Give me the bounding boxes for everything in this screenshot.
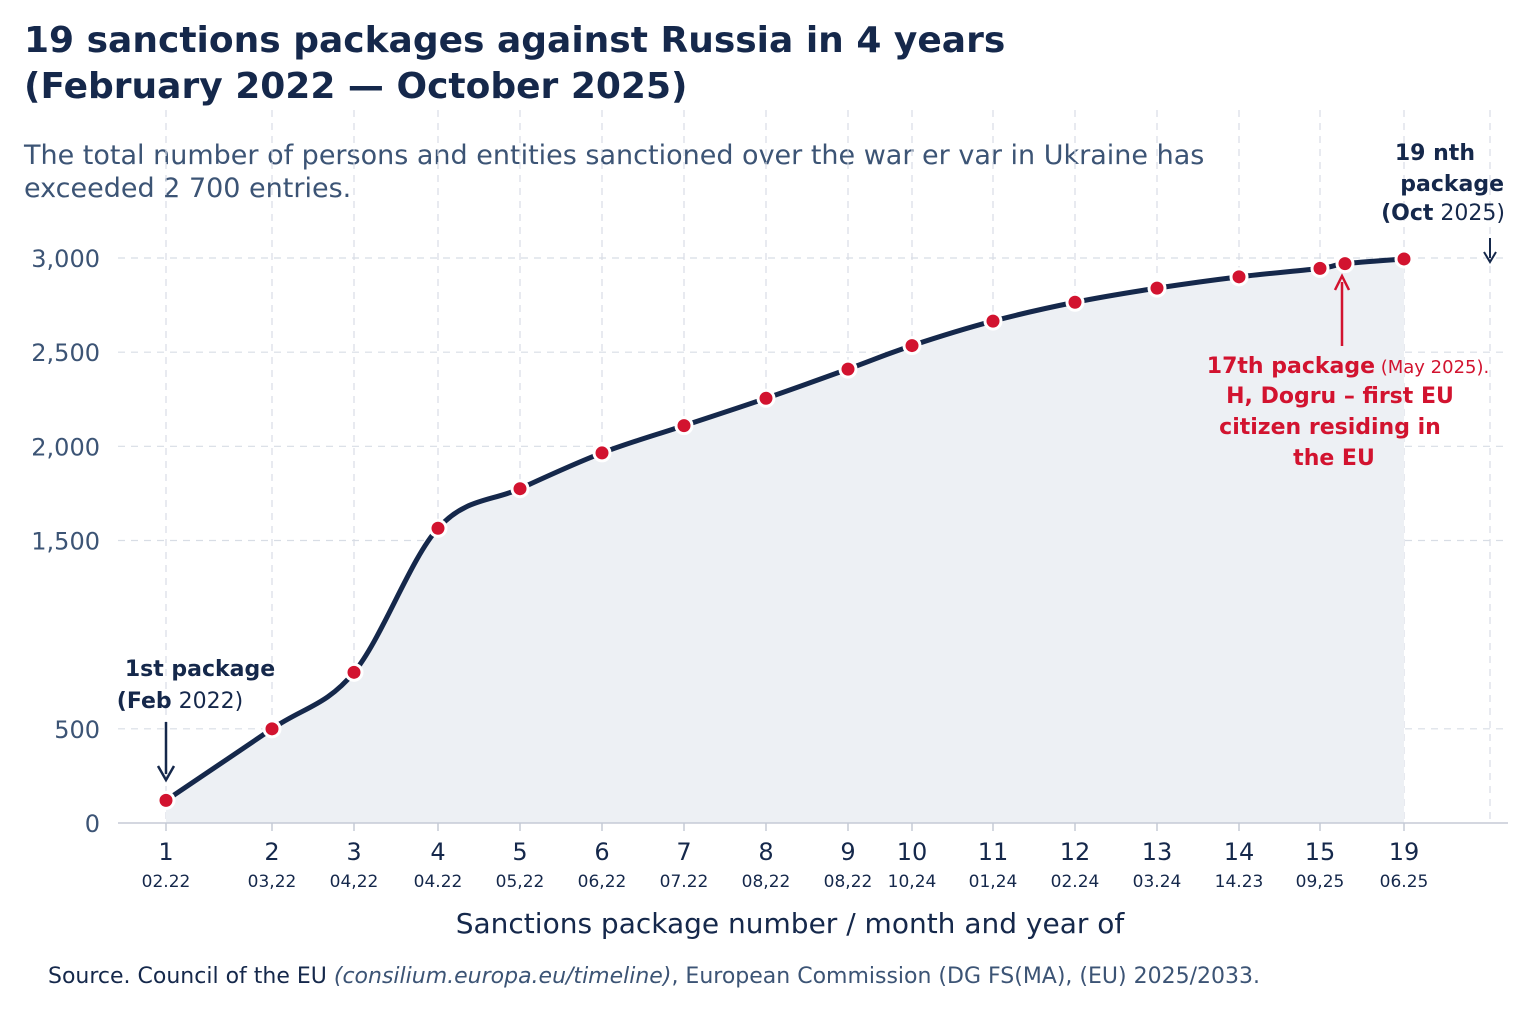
annotation-last-line2: package <box>1400 172 1504 197</box>
annotation-first-line1: 1st package <box>125 657 275 682</box>
annotation-first-package: 1st package (Feb 2022) <box>117 657 275 783</box>
area-fill <box>166 258 1404 824</box>
x-tick-label: 4 <box>430 838 445 866</box>
x-tick-label: 14 <box>1224 838 1255 866</box>
data-point <box>428 518 448 538</box>
data-point <box>674 416 694 436</box>
y-tick-label: 500 <box>54 716 100 744</box>
x-tick-date-label: 04,22 <box>330 872 379 892</box>
data-point <box>1229 267 1249 287</box>
y-tick-label: 0 <box>85 810 100 838</box>
x-tick-label: 6 <box>594 838 609 866</box>
source-note: Source. Council of the EU (consilium.eur… <box>48 964 1260 989</box>
y-tick-label: 1,500 <box>31 528 100 556</box>
x-tick-label: 11 <box>978 838 1009 866</box>
annotation-seventeenth-package: 17th package (May 2025). H, Dogru – firs… <box>1207 273 1489 471</box>
x-tick-date-label: 07.22 <box>660 872 709 892</box>
chart-subtitle-line-2: exceeded 2 700 entries. <box>24 173 351 204</box>
x-tick-date-label: 02.24 <box>1051 872 1100 892</box>
x-tick-label: 8 <box>758 838 773 866</box>
annotation-seventeenth-arrowhead <box>1333 273 1351 291</box>
x-tick-label: 10 <box>897 838 928 866</box>
y-axis-ticks: 0 500 1,500 2,000 2,500 3,000 <box>31 245 100 838</box>
data-point <box>902 336 922 356</box>
annotation-last-arrowhead <box>1483 251 1497 264</box>
x-tick-label: 2 <box>264 838 279 866</box>
data-point <box>592 443 612 463</box>
svg-text:1st package: 1st package <box>125 657 275 682</box>
source-suffix: , European Commission (DG FS(MA), (EU) 2… <box>671 964 1260 989</box>
svg-text:(Oct 2025): (Oct 2025) <box>1381 201 1505 226</box>
x-tick-label: 7 <box>676 838 691 866</box>
annotation-last-package: 19 nth package (Oct 2025) <box>1381 141 1505 264</box>
x-tick-date-label: 10,24 <box>888 872 937 892</box>
annotation-last-line1: 19 nth <box>1395 141 1475 166</box>
x-tick-date-label: 09,25 <box>1296 872 1345 892</box>
annotation-last-line3-regular: 2025) <box>1433 201 1505 226</box>
x-tick-label: 13 <box>1142 838 1173 866</box>
annotation-seventeenth-line1-regular: (May 2025). <box>1375 357 1489 378</box>
svg-text:17th package (May 2025).: 17th package (May 2025). <box>1207 354 1489 379</box>
annotation-seventeenth-line2: H, Dogru – first EU <box>1226 384 1454 409</box>
data-point <box>510 479 530 499</box>
source-prefix: Source. Council of the EU <box>48 964 334 989</box>
x-tick-date-label: 08,22 <box>824 872 873 892</box>
data-point <box>838 359 858 379</box>
annotation-first-line2-regular: 2022) <box>172 689 244 714</box>
x-tick-date-label: 04.22 <box>414 872 463 892</box>
data-point <box>1310 258 1330 278</box>
x-tick-label: 5 <box>512 838 527 866</box>
x-tick-date-label: 02.22 <box>142 872 191 892</box>
x-tick-label: 15 <box>1305 838 1336 866</box>
chart-title-line-2: (February 2022 — October 2025) <box>24 66 687 107</box>
y-tick-label: 2,500 <box>31 339 100 367</box>
data-point <box>1335 254 1355 274</box>
x-tick-label: 12 <box>1060 838 1091 866</box>
data-point <box>1147 278 1167 298</box>
data-point <box>344 662 364 682</box>
annotation-first-arrowhead <box>156 765 176 783</box>
annotation-seventeenth-line4: the EU <box>1293 446 1375 471</box>
x-tick-date-label: 01,24 <box>969 872 1018 892</box>
chart-title-line-1: 19 sanctions packages against Russia in … <box>24 20 1005 61</box>
x-axis-label: Sanctions package number / month and yea… <box>456 907 1126 940</box>
data-point <box>756 388 776 408</box>
x-tick-label: 3 <box>346 838 361 866</box>
x-tick-date-label: 08,22 <box>742 872 791 892</box>
x-tick-date-label: 03,22 <box>248 872 297 892</box>
chart-subtitle-line-1: The total number of persons and entities… <box>23 140 1204 171</box>
data-point <box>262 719 282 739</box>
data-point <box>1065 292 1085 312</box>
data-points <box>156 249 1414 810</box>
x-tick-label: 9 <box>840 838 855 866</box>
x-tick-label: 1 <box>158 838 173 866</box>
y-tick-label: 2,000 <box>31 433 100 461</box>
source-link: (consilium.europa.eu/timeline) <box>334 964 672 989</box>
annotation-seventeenth-line1-bold: 17th package <box>1207 354 1375 379</box>
annotation-first-line2-bold: (Feb <box>117 689 172 714</box>
y-tick-label: 3,000 <box>31 245 100 273</box>
x-tick-date-label: 03.24 <box>1133 872 1182 892</box>
x-tick-label: 19 <box>1389 838 1420 866</box>
x-tick-date-label: 05,22 <box>496 872 545 892</box>
data-point <box>156 790 176 810</box>
data-point <box>983 311 1003 331</box>
x-tick-date-label: 06.25 <box>1380 872 1429 892</box>
annotation-seventeenth-line3: citizen residing in <box>1219 415 1441 440</box>
x-axis-ticks: 1 02.22 2 03,22 3 04,22 4 04.22 5 05,22 6 06,22 7 07.… <box>142 823 1429 892</box>
x-tick-date-label: 14.23 <box>1215 872 1264 892</box>
annotation-last-line3-bold: (Oct <box>1381 201 1434 226</box>
x-tick-date-label: 06,22 <box>578 872 627 892</box>
svg-text:(Feb 2022): (Feb 2022) <box>117 689 243 714</box>
data-point <box>1394 249 1414 269</box>
